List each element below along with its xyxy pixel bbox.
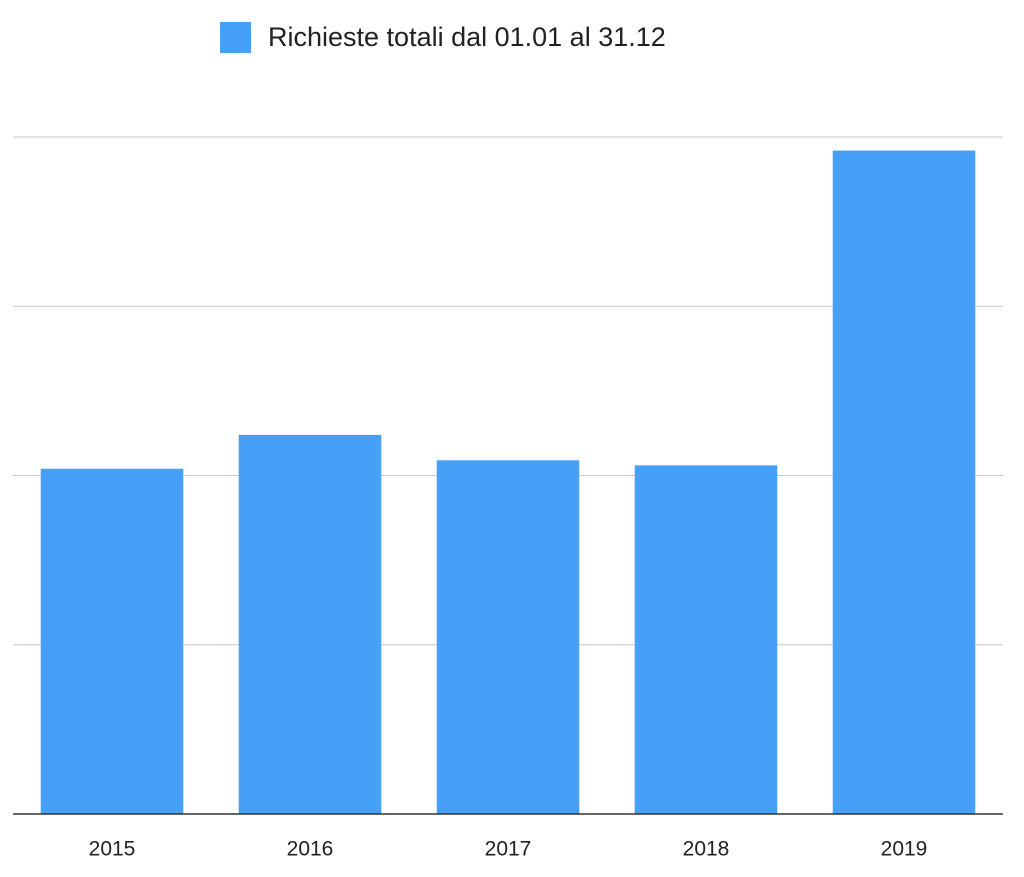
legend-swatch: [220, 22, 251, 53]
x-tick-label: 2016: [287, 838, 334, 861]
x-tick-label: 2019: [881, 838, 928, 861]
x-tick-label: 2018: [683, 838, 730, 861]
x-tick-label: 2017: [485, 838, 532, 861]
bar: [40, 468, 184, 814]
legend-label: Richieste totali dal 01.01 al 31.12: [268, 22, 666, 52]
x-tick-label: 2015: [89, 838, 136, 861]
bar: [634, 465, 778, 814]
bar: [436, 460, 580, 814]
bar: [238, 434, 382, 814]
bar: [832, 150, 976, 815]
